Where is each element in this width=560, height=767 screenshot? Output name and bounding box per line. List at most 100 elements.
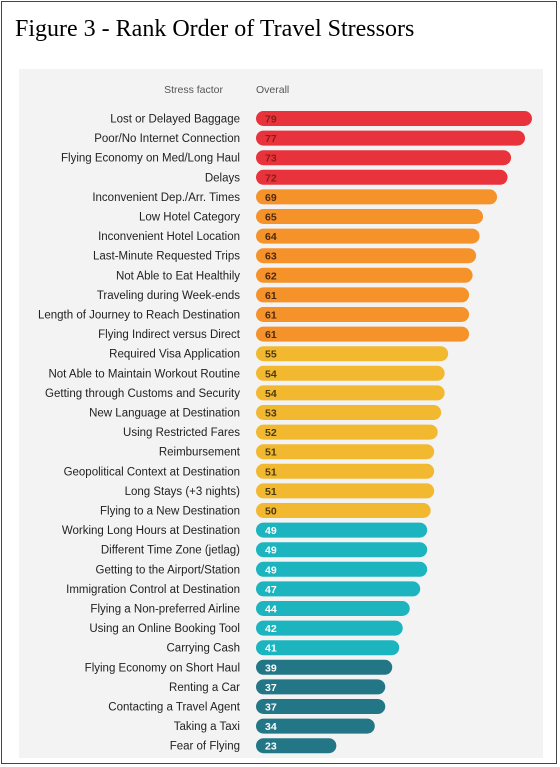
category-label: Flying to a New Destination	[100, 506, 240, 518]
bar-value-label: 49	[265, 564, 277, 576]
bar-value-label: 62	[265, 270, 277, 282]
bar	[256, 130, 526, 146]
category-label: Long Stays (+3 nights)	[125, 486, 241, 498]
bar	[256, 287, 470, 303]
figure-title: Figure 3 - Rank Order of Travel Stressor…	[15, 16, 415, 42]
bar	[256, 189, 498, 205]
category-label: Delays	[205, 172, 240, 184]
bar-value-label: 37	[265, 702, 277, 714]
bar	[256, 405, 442, 420]
bar-value-label: 72	[265, 172, 277, 184]
chart-panel: Stress factor Overall Lost or Delayed Ba…	[19, 69, 543, 758]
bar	[256, 522, 428, 538]
bar-value-label: 41	[265, 643, 277, 655]
bar-value-label: 49	[265, 545, 277, 557]
category-label: Inconvenient Hotel Location	[98, 231, 240, 243]
bar	[256, 640, 400, 656]
bar	[256, 169, 508, 185]
category-label: Different Time Zone (jetlag)	[101, 545, 240, 557]
values-header: Overall	[256, 84, 289, 96]
bar	[256, 267, 473, 283]
bar	[256, 718, 375, 734]
bar-value-label: 51	[265, 447, 277, 459]
bar-value-label: 50	[265, 506, 277, 518]
bar-value-label: 37	[265, 682, 277, 694]
bar-value-label: 73	[265, 153, 277, 165]
category-label: Contacting a Travel Agent	[108, 702, 240, 714]
category-label: Getting through Customs and Security	[45, 388, 240, 400]
bar	[256, 542, 428, 558]
bar	[256, 424, 438, 440]
bar-value-label: 55	[265, 349, 277, 361]
category-label: Renting a Car	[169, 682, 240, 694]
bar-value-label: 52	[265, 427, 277, 439]
bar-value-label: 69	[265, 192, 277, 204]
category-label: Not Able to Maintain Workout Routine	[48, 368, 240, 380]
bar-value-label: 79	[265, 114, 277, 126]
category-label: Inconvenient Dep./Arr. Times	[92, 192, 240, 204]
bar-value-label: 47	[265, 584, 277, 596]
category-label: Flying Economy on Med/Long Haul	[61, 153, 240, 165]
bar	[256, 228, 480, 244]
bar-value-label: 65	[265, 212, 277, 224]
bar	[256, 385, 445, 401]
category-label: Traveling during Week-ends	[97, 290, 240, 302]
bar	[256, 738, 337, 754]
category-label: Fear of Flying	[170, 741, 240, 753]
bar	[256, 444, 435, 460]
category-label: Using an Online Booking Tool	[89, 623, 240, 635]
bar	[256, 307, 470, 322]
bar-value-label: 54	[265, 368, 277, 380]
bar-value-label: 44	[265, 604, 277, 616]
category-label: Not Able to Eat Healthily	[116, 270, 240, 282]
category-label: Immigration Control at Destination	[66, 584, 240, 596]
bar	[256, 659, 393, 675]
bar	[256, 463, 435, 479]
category-label: Flying a Non-preferred Airline	[90, 604, 240, 616]
bar	[256, 620, 403, 636]
category-label: Using Restricted Fares	[123, 427, 240, 439]
bar-value-label: 51	[265, 486, 277, 498]
bar-value-label: 23	[265, 741, 277, 753]
category-label: Taking a Taxi	[174, 721, 240, 733]
category-label: Flying Indirect versus Direct	[98, 329, 241, 341]
bar-value-label: 63	[265, 251, 277, 263]
bar	[256, 561, 428, 577]
bar-value-label: 42	[265, 623, 277, 635]
bar	[256, 679, 386, 695]
category-label: Length of Journey to Reach Destination	[38, 310, 240, 322]
bar	[256, 150, 512, 166]
category-label: Carrying Cash	[167, 643, 241, 655]
category-label: Lost or Delayed Baggage	[110, 114, 240, 126]
category-label: Reimbursement	[159, 447, 241, 459]
category-label: Low Hotel Category	[139, 212, 240, 224]
bar	[256, 581, 421, 597]
bar	[256, 503, 431, 518]
bar-value-label: 64	[265, 231, 277, 243]
bar-value-label: 34	[265, 721, 277, 733]
bar-value-label: 53	[265, 408, 277, 420]
bar-value-label: 77	[265, 133, 277, 145]
bar-value-label: 54	[265, 388, 277, 400]
bar	[256, 483, 435, 499]
bar	[256, 248, 477, 264]
bar	[256, 346, 449, 362]
bar-value-label: 61	[265, 329, 277, 341]
bar-value-label: 61	[265, 290, 277, 302]
bar-chart: Stress factor Overall Lost or Delayed Ba…	[38, 84, 532, 754]
bar	[256, 209, 484, 224]
category-label: New Language at Destination	[89, 408, 240, 420]
bar	[256, 601, 410, 616]
bar-value-label: 51	[265, 466, 277, 478]
categories-header: Stress factor	[164, 84, 223, 96]
bar-value-label: 61	[265, 310, 277, 322]
category-label: Flying Economy on Short Haul	[85, 662, 240, 674]
category-label: Geopolitical Context at Destination	[64, 466, 240, 478]
category-label: Poor/No Internet Connection	[94, 133, 240, 145]
bar	[256, 365, 445, 381]
category-label: Getting to the Airport/Station	[96, 564, 240, 576]
category-label: Last-Minute Requested Trips	[93, 251, 240, 263]
bar-value-label: 39	[265, 662, 277, 674]
category-label: Required Visa Application	[109, 349, 240, 361]
